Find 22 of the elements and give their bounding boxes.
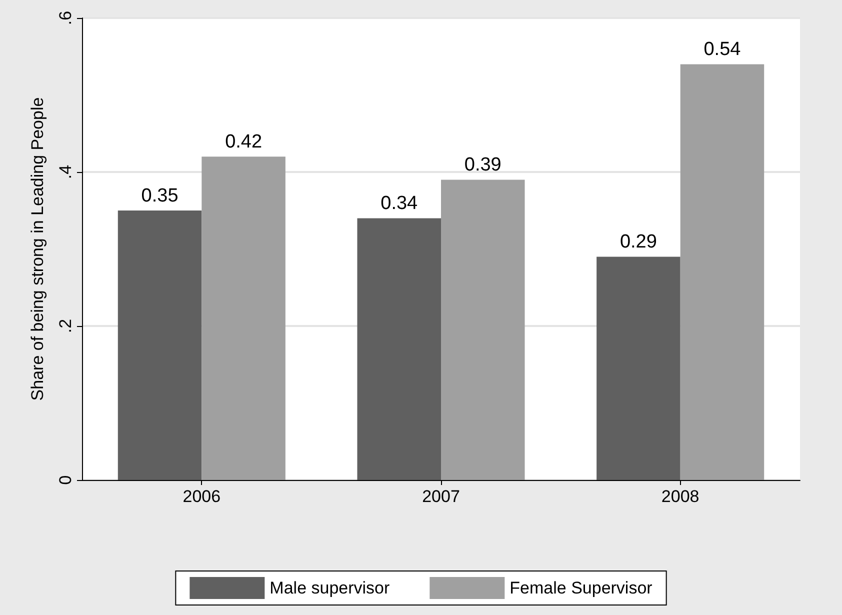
data-label: 0.35 [141, 186, 178, 206]
data-label: 0.29 [620, 232, 657, 253]
legend-label: Female Supervisor [510, 578, 653, 598]
bar [596, 256, 680, 480]
x-tick-label: 2006 [182, 487, 221, 506]
y-tick-label: .6 [56, 10, 75, 26]
bar [357, 218, 441, 480]
bar [680, 64, 764, 480]
bar [441, 180, 525, 480]
y-tick-label: .2 [56, 318, 75, 334]
data-label: 0.34 [380, 193, 418, 214]
y-tick-label: .4 [56, 164, 75, 180]
y-tick-label: 0 [56, 475, 75, 485]
data-label: 0.54 [704, 39, 742, 60]
y-axis-title: Share of being strong in Leading People [28, 97, 47, 401]
data-label: 0.39 [464, 154, 502, 176]
x-tick-label: 2007 [422, 487, 460, 506]
bar [118, 210, 202, 480]
legend-label: Male supervisor [270, 578, 390, 598]
x-tick-label: 2008 [661, 487, 700, 506]
data-label: 0.42 [225, 132, 262, 153]
bar [202, 156, 286, 480]
